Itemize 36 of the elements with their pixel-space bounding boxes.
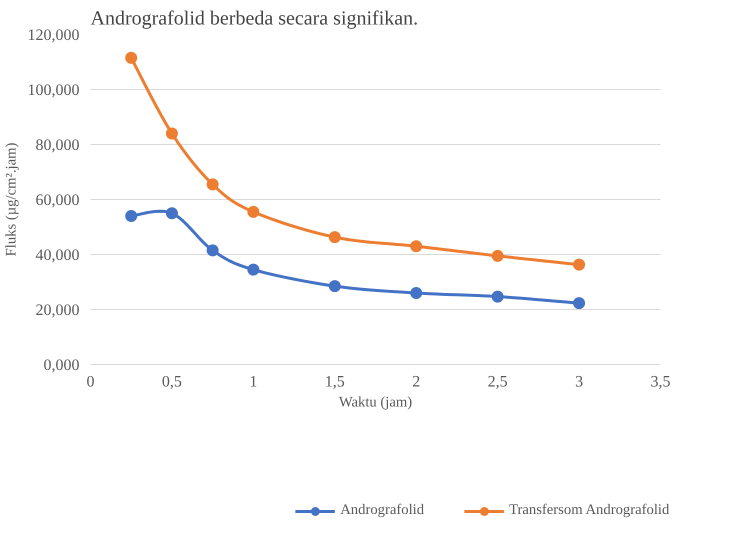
x-axis-title: Waktu (jam) <box>338 394 412 410</box>
point <box>166 128 178 140</box>
point <box>247 206 260 218</box>
x-tick-label: 0,5 <box>162 374 182 390</box>
point <box>247 264 260 276</box>
y-tick-label: 0,000 <box>44 357 80 374</box>
point <box>410 240 422 252</box>
x-tick-label: 0 <box>86 374 94 390</box>
point <box>328 280 341 292</box>
point <box>328 231 341 244</box>
y-tick-label: 60,000 <box>36 192 80 209</box>
x-tick-label: 2 <box>412 374 420 390</box>
point <box>573 258 586 271</box>
point <box>492 290 504 303</box>
point <box>573 297 586 310</box>
x-tick-label: 2,5 <box>488 374 508 390</box>
point <box>206 244 219 256</box>
point <box>125 52 138 64</box>
x-tick-label: 3 <box>575 374 584 390</box>
point <box>492 250 504 262</box>
x-tick-label: 3,5 <box>650 374 670 390</box>
y-tick-label: 100,000 <box>28 82 80 99</box>
y-tick-label: 120,000 <box>28 27 80 44</box>
y-tick-label: 20,000 <box>36 302 80 319</box>
y-tick-label: 80,000 <box>36 137 80 154</box>
point <box>125 210 138 222</box>
text: Andrografolid berbeda secara signifikan. <box>90 8 418 30</box>
point <box>206 178 219 190</box>
legend-label: Transfersom Andrografolid <box>509 502 670 519</box>
y-axis-title: Fluks (µg/cm².jam) <box>4 142 20 256</box>
x-tick-label: 1,5 <box>324 374 345 390</box>
y-tick-label: 40,000 <box>36 247 80 264</box>
x-tick-label: 1 <box>249 374 258 390</box>
point <box>166 207 178 220</box>
legend-label: Andrografolid <box>340 502 424 519</box>
point <box>410 287 422 299</box>
